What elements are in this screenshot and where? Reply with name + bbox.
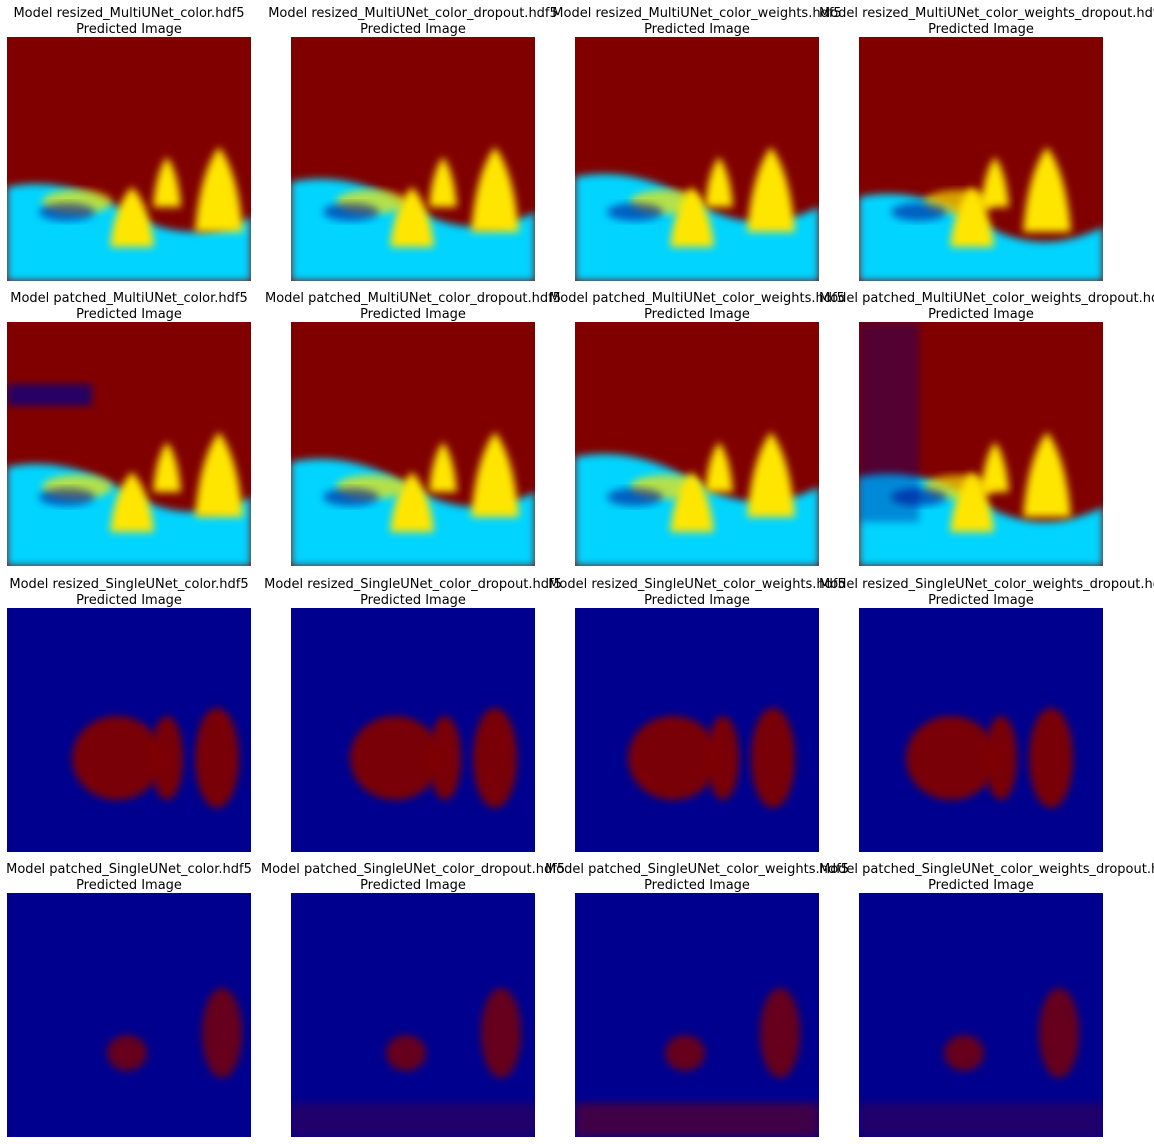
predicted-image	[291, 608, 535, 852]
panel-subtitle: Predicted Image	[819, 593, 1143, 609]
model-name: Model resized_MultiUNet_color.hdf5	[0, 6, 291, 22]
panel-subtitle: Predicted Image	[535, 878, 859, 894]
predicted-image	[291, 37, 535, 281]
predicted-image	[859, 608, 1103, 852]
panel-subtitle: Predicted Image	[535, 307, 859, 323]
predicted-image	[859, 322, 1103, 566]
model-name: Model resized_MultiUNet_color_weights.hd…	[535, 6, 859, 22]
predicted-image	[575, 893, 819, 1137]
panel-subtitle: Predicted Image	[535, 593, 859, 609]
predicted-image	[7, 893, 251, 1137]
predicted-image	[291, 893, 535, 1137]
predicted-image	[291, 322, 535, 566]
model-name: Model resized_MultiUNet_color_dropout.hd…	[251, 6, 575, 22]
predicted-image	[859, 37, 1103, 281]
model-name: Model resized_SingleUNet_color_dropout.h…	[251, 577, 575, 593]
panel-title: Model resized_SingleUNet_color_dropout.h…	[251, 577, 575, 608]
predicted-image	[859, 893, 1103, 1137]
panel-title: Model resized_MultiUNet_color.hdf5 Predic…	[0, 6, 291, 37]
model-name: Model resized_MultiUNet_color_weights_dr…	[819, 6, 1143, 22]
panel-title: Model patched_SingleUNet_color_weights.h…	[535, 862, 859, 893]
model-name: Model patched_MultiUNet_color.hdf5	[0, 291, 291, 307]
predicted-image	[575, 37, 819, 281]
model-name: Model patched_MultiUNet_color_dropout.hd…	[251, 291, 575, 307]
panel-title: Model resized_MultiUNet_color_dropout.hd…	[251, 6, 575, 37]
predicted-image	[7, 37, 251, 281]
panel-title: Model patched_MultiUNet_color_weights.hd…	[535, 291, 859, 322]
panel-subtitle: Predicted Image	[251, 307, 575, 323]
panel-title: Model patched_MultiUNet_color_weights_dr…	[819, 291, 1143, 322]
panel-title: Model patched_MultiUNet_color.hdf5 Predic…	[0, 291, 291, 322]
model-name: Model resized_SingleUNet_color_weights.h…	[535, 577, 859, 593]
panel-subtitle: Predicted Image	[0, 307, 291, 323]
panel-title: Model resized_SingleUNet_color.hdf5 Predi…	[0, 577, 291, 608]
model-name: Model patched_MultiUNet_color_weights.hd…	[535, 291, 859, 307]
model-name: Model patched_SingleUNet_color_weights.h…	[535, 862, 859, 878]
panel-title: Model resized_SingleUNet_color_weights.h…	[535, 577, 859, 608]
panel-subtitle: Predicted Image	[0, 878, 291, 894]
model-name: Model resized_SingleUNet_color.hdf5	[0, 577, 291, 593]
model-name: Model patched_SingleUNet_color.hdf5	[0, 862, 291, 878]
panel-subtitle: Predicted Image	[251, 22, 575, 38]
predicted-image	[575, 608, 819, 852]
model-name: Model patched_SingleUNet_color_dropout.h…	[251, 862, 575, 878]
panel-title: Model patched_MultiUNet_color_dropout.hd…	[251, 291, 575, 322]
model-name: Model resized_SingleUNet_color_weights_d…	[819, 577, 1143, 593]
panel-title: Model resized_MultiUNet_color_weights_dr…	[819, 6, 1143, 37]
panel-subtitle: Predicted Image	[819, 878, 1143, 894]
panel-title: Model patched_SingleUNet_color.hdf5 Predi…	[0, 862, 291, 893]
panel-title: Model patched_SingleUNet_color_weights_d…	[819, 862, 1143, 893]
panel-subtitle: Predicted Image	[0, 593, 291, 609]
panel-subtitle: Predicted Image	[0, 22, 291, 38]
predicted-image	[575, 322, 819, 566]
panel-subtitle: Predicted Image	[251, 878, 575, 894]
panel-title: Model resized_MultiUNet_color_weights.hd…	[535, 6, 859, 37]
panel-title: Model patched_SingleUNet_color_dropout.h…	[251, 862, 575, 893]
panel-subtitle: Predicted Image	[535, 22, 859, 38]
panel-subtitle: Predicted Image	[819, 307, 1143, 323]
predicted-image	[7, 608, 251, 852]
panel-subtitle: Predicted Image	[819, 22, 1143, 38]
panel-subtitle: Predicted Image	[251, 593, 575, 609]
model-name: Model patched_SingleUNet_color_weights_d…	[819, 862, 1143, 878]
panel-title: Model resized_SingleUNet_color_weights_d…	[819, 577, 1143, 608]
predicted-image	[7, 322, 251, 566]
model-name: Model patched_MultiUNet_color_weights_dr…	[819, 291, 1143, 307]
